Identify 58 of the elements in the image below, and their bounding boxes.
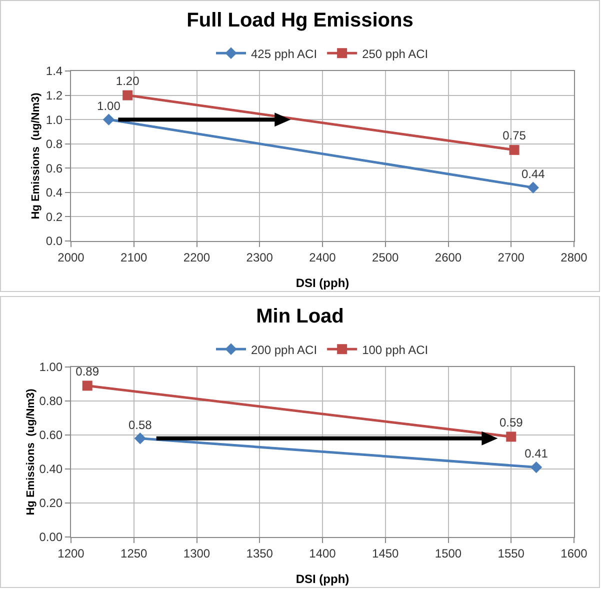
legend-label: 100 pph ACI bbox=[362, 342, 428, 357]
x-tick-label: 2100 bbox=[120, 250, 148, 264]
y-tick-label: 0.80 bbox=[39, 394, 63, 408]
legend-label: 200 pph ACI bbox=[251, 342, 318, 357]
legend-label: 250 pph ACI bbox=[362, 46, 428, 61]
y-axis-title: Hg Emissions (ug/Nm3) bbox=[25, 388, 38, 516]
y-tick-label: 1.4 bbox=[46, 64, 63, 78]
y-tick-label: 1.00 bbox=[39, 360, 63, 374]
y-tick-label: 0.40 bbox=[39, 462, 63, 476]
y-tick-label: 0.00 bbox=[39, 530, 63, 544]
x-tick-label: 2500 bbox=[372, 250, 400, 264]
x-tick-label: 2400 bbox=[309, 250, 336, 264]
x-tick-label: 2700 bbox=[498, 250, 525, 264]
x-tick-label: 1300 bbox=[183, 546, 210, 560]
y-tick-label: 0.0 bbox=[46, 234, 63, 248]
x-tick-label: 1250 bbox=[120, 546, 148, 560]
x-axis-title: DSI (pph) bbox=[296, 572, 350, 586]
data-label: 0.41 bbox=[524, 446, 548, 461]
data-label: 0.44 bbox=[521, 166, 546, 181]
chart-title: Min Load bbox=[256, 306, 344, 328]
y-tick-label: 0.4 bbox=[46, 186, 63, 200]
y-tick-label: 0.6 bbox=[46, 161, 63, 176]
x-tick-label: 1500 bbox=[434, 546, 462, 560]
x-tick-label: 1450 bbox=[372, 546, 400, 560]
data-label: 0.89 bbox=[76, 364, 100, 378]
y-tick-label: 0.8 bbox=[46, 137, 63, 152]
x-tick-label: 1400 bbox=[309, 546, 336, 560]
point bbox=[506, 432, 516, 442]
x-tick-label: 1200 bbox=[58, 546, 85, 560]
x-tick-label: 1350 bbox=[246, 546, 274, 560]
chart-title: Full Load Hg Emissions bbox=[186, 10, 414, 32]
point bbox=[82, 380, 92, 391]
point bbox=[509, 144, 520, 155]
x-tick-label: 2000 bbox=[58, 250, 85, 264]
y-tick-label: 1.2 bbox=[46, 88, 63, 102]
point bbox=[102, 114, 115, 126]
y-tick-label: 1.0 bbox=[46, 112, 63, 127]
x-tick-label: 2600 bbox=[434, 250, 462, 264]
x-tick-label: 1550 bbox=[498, 546, 525, 560]
x-tick-label: 2200 bbox=[183, 250, 210, 264]
data-label: 0.75 bbox=[502, 128, 526, 143]
x-tick-label: 2800 bbox=[560, 250, 588, 264]
y-tick-label: 0.20 bbox=[39, 496, 63, 510]
point bbox=[122, 90, 133, 100]
point bbox=[527, 182, 539, 194]
data-label: 0.59 bbox=[499, 415, 524, 430]
legend-label: 425 pph ACI bbox=[251, 46, 318, 61]
x-axis-title: DSI (pph) bbox=[296, 276, 350, 290]
point bbox=[530, 461, 542, 474]
data-label: 1.20 bbox=[116, 74, 140, 88]
point bbox=[134, 432, 146, 444]
y-tick-label: 0.60 bbox=[39, 428, 63, 442]
y-tick-label: 0.2 bbox=[46, 210, 63, 224]
y-axis-title: Hg Emissions (ug/Nm3) bbox=[30, 92, 42, 220]
x-tick-label: 1600 bbox=[560, 546, 588, 560]
data-label: 1.00 bbox=[97, 98, 121, 113]
x-tick-label: 2300 bbox=[246, 250, 274, 264]
data-label: 0.58 bbox=[128, 418, 152, 432]
